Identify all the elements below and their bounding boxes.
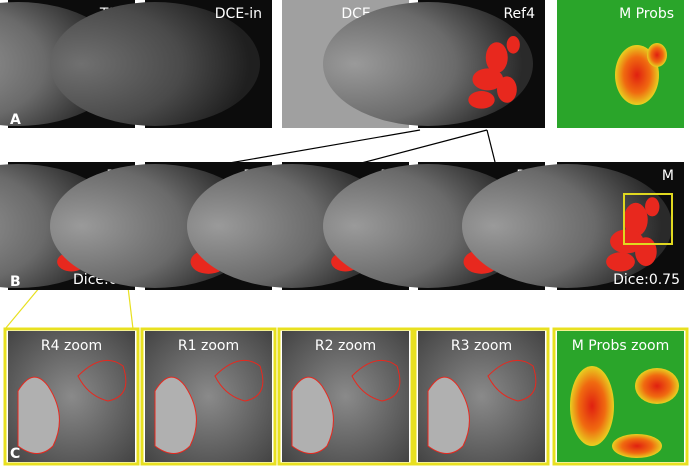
probability-blob bbox=[570, 366, 614, 446]
segmentation-outline bbox=[487, 359, 537, 402]
panel-label: M Probs zoom bbox=[572, 338, 670, 354]
panel-label: R3 zoom bbox=[451, 338, 512, 354]
image-panel: M Dice:0.75 bbox=[462, 162, 684, 290]
segmentation-outline bbox=[351, 359, 401, 402]
panel-label: M Probs bbox=[619, 6, 674, 22]
panel-label: Ref4 bbox=[503, 6, 535, 22]
segmentation-outline bbox=[77, 359, 127, 402]
lesion bbox=[635, 237, 657, 266]
segmentation-outline bbox=[214, 359, 264, 402]
panel-label: R4 zoom bbox=[41, 338, 102, 354]
probability-blob bbox=[612, 434, 662, 458]
image-panel: Ref4 bbox=[323, 0, 545, 128]
segmentation-outline bbox=[291, 376, 334, 454]
lesion bbox=[497, 76, 517, 103]
zoom-frame bbox=[140, 327, 277, 466]
segmentation-outline bbox=[154, 376, 197, 454]
breast-tissue bbox=[50, 2, 260, 126]
probability-blob bbox=[635, 368, 679, 404]
panel-label: R2 zoom bbox=[315, 338, 376, 354]
lesion bbox=[645, 197, 660, 217]
dice-score: Dice:0.75 bbox=[613, 272, 680, 288]
segmentation-outline bbox=[427, 376, 470, 454]
panel-label: M bbox=[662, 168, 674, 184]
row-label: B bbox=[10, 274, 21, 290]
image-panel: R1 zoom bbox=[140, 327, 277, 466]
image-panel: DCE-in bbox=[50, 0, 272, 128]
lesion bbox=[606, 252, 635, 272]
image-panel: M Probs zoom bbox=[552, 327, 689, 466]
segmentation-outline bbox=[17, 376, 60, 454]
image-panel: R2 zoom bbox=[277, 327, 414, 466]
lesion bbox=[485, 42, 508, 73]
image-panel: R3 zoom bbox=[413, 327, 550, 466]
image-panel: R4 zoom bbox=[3, 327, 140, 466]
zoom-frame bbox=[413, 327, 550, 466]
lesion bbox=[623, 202, 648, 237]
panel-label: R1 zoom bbox=[178, 338, 239, 354]
row-label: A bbox=[10, 112, 21, 128]
zoom-frame bbox=[552, 327, 689, 466]
probability-blob bbox=[647, 43, 667, 67]
lesion bbox=[472, 68, 504, 91]
zoom-frame bbox=[3, 327, 140, 466]
image-panel: M Probs bbox=[557, 0, 684, 128]
panel-label: DCE-in bbox=[215, 6, 262, 22]
zoom-frame bbox=[277, 327, 414, 466]
roi-box bbox=[623, 193, 673, 245]
lesion bbox=[468, 91, 495, 109]
row-label: C bbox=[10, 446, 20, 462]
lesion bbox=[506, 36, 520, 54]
lesion bbox=[610, 229, 644, 254]
connector-lines bbox=[211, 129, 496, 167]
